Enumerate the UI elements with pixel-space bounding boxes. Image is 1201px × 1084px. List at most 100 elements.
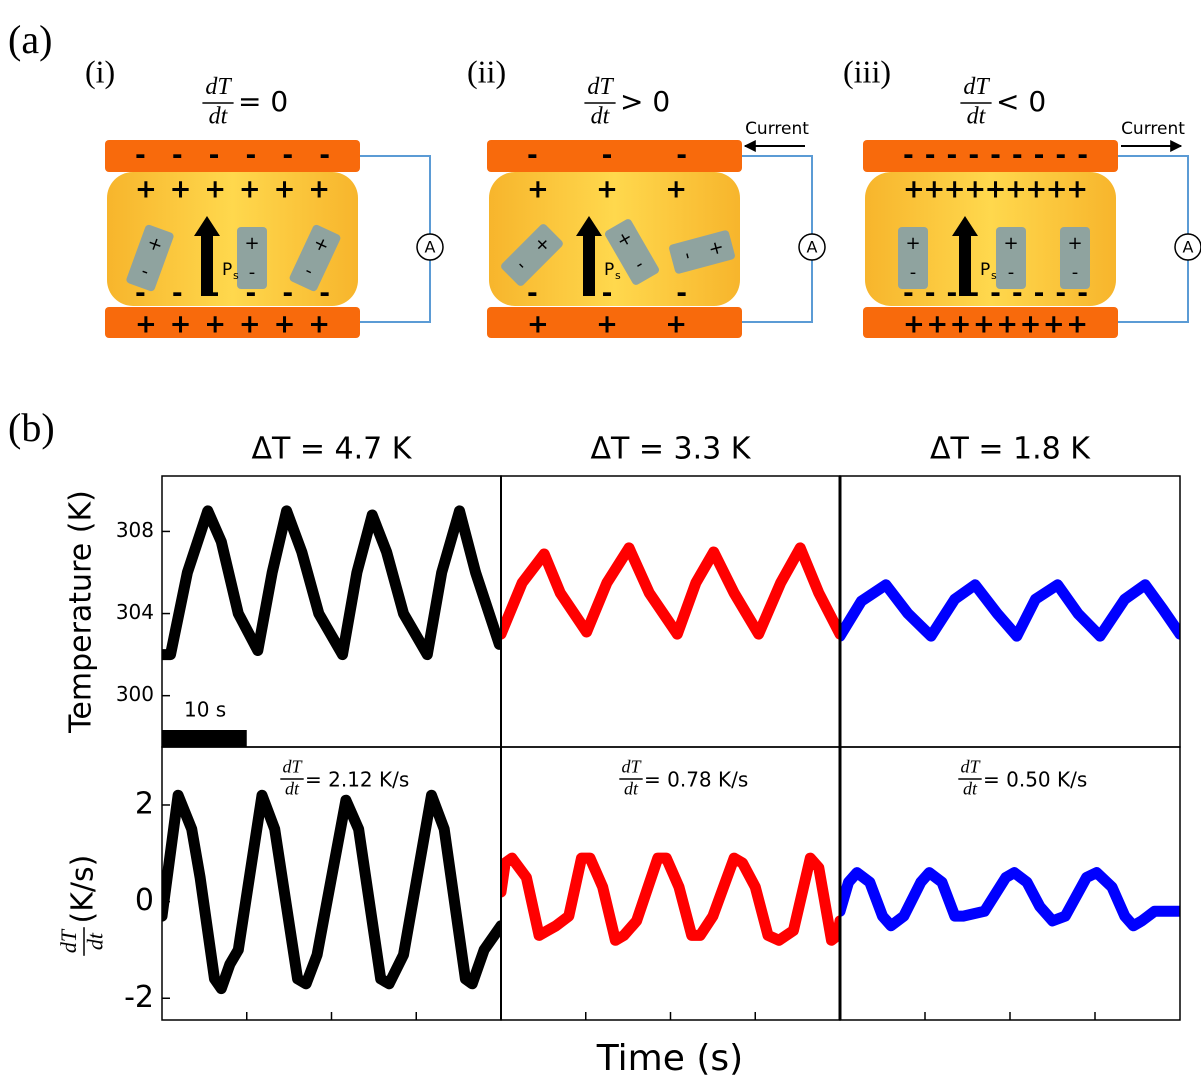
dipole-body (604, 219, 660, 285)
dipole-sign: + (1067, 233, 1082, 254)
dipole: +- (604, 219, 660, 285)
plot (162, 789, 501, 995)
dipole-body (669, 230, 735, 274)
current-label: Current (745, 119, 809, 139)
charges: + + + + + + + + (903, 310, 1088, 340)
y-axis-label: dT dt (K/s) (56, 855, 108, 956)
fraction-denominator: dt (963, 778, 978, 798)
polarization-arrow (576, 216, 602, 296)
plot (501, 542, 840, 640)
data-line (501, 852, 840, 946)
charges: - - - - - - - - - (903, 141, 1088, 171)
polarization-arrow (952, 216, 978, 296)
chart: ΔT = 4.7 K 300 304 308 Temperature (K) 10 s (64, 432, 502, 748)
dipole-body (898, 227, 928, 289)
panel-sublabel: (i) (85, 53, 115, 89)
dipole-sign: + (704, 238, 728, 258)
ammeter (798, 233, 826, 261)
dipole-body (289, 224, 341, 292)
fraction-numerator: dT (621, 756, 642, 776)
top-electrode (863, 140, 1118, 172)
chart-title: ΔT = 4.7 K (252, 432, 413, 467)
fraction-numerator: dT (56, 928, 81, 953)
dipole-body (996, 227, 1026, 289)
polarization-subscript: s (991, 269, 997, 282)
annotation: = 0.78 K/s (644, 768, 748, 792)
plot (501, 852, 840, 946)
dipole-sign: + (244, 233, 259, 254)
charges: + + + + + + + + + (903, 175, 1088, 205)
fraction-denominator: dt (624, 778, 639, 798)
dipole: +- (126, 224, 174, 292)
dipole: +- (996, 227, 1026, 289)
fraction-numerator: dT (282, 756, 303, 776)
fraction-denominator: dt (209, 103, 229, 129)
ammeter-label: A (425, 238, 436, 257)
y-tick-label: -2 (124, 980, 154, 1015)
dipole: +- (501, 224, 563, 286)
panel-sublabel: (iii) (843, 53, 891, 89)
y-tick-label: 304 (116, 600, 154, 624)
fraction-denominator: dt (967, 103, 987, 129)
y-axis-label: Temperature (K) (64, 490, 99, 734)
plot-frame (500, 475, 841, 748)
data-line (162, 789, 501, 995)
fraction-numerator: dT (960, 756, 981, 776)
polarization-symbol: P (222, 260, 232, 280)
y-tick-label: 308 (116, 518, 154, 542)
condition: > 0 (620, 85, 670, 118)
dipole-sign: + (1003, 233, 1018, 254)
fraction-denominator: dt (83, 932, 108, 950)
top-electrode (487, 140, 742, 172)
bottom-electrode (487, 307, 742, 338)
dipole-sign: - (1072, 262, 1079, 283)
chart: ΔT = 3.3 K (500, 432, 841, 748)
y-tick-label: 300 (116, 682, 154, 706)
dipole-body (1060, 227, 1090, 289)
dipole: +- (237, 227, 267, 289)
chart-title: ΔT = 1.8 K (930, 432, 1091, 467)
y-tick-label: 0 (135, 883, 154, 918)
fraction-numerator: dT (587, 74, 614, 100)
data-line (162, 505, 501, 661)
ammeter (416, 233, 444, 261)
scale-bar (162, 730, 247, 747)
dipole-sign: + (144, 232, 165, 257)
dipole-body (237, 227, 267, 289)
dipole-sign: - (249, 262, 256, 283)
annotation: = 2.12 K/s (305, 768, 409, 792)
y-label-text: (K/s) (66, 855, 101, 924)
bottom-electrode (863, 307, 1118, 338)
dipole-sign: - (910, 262, 917, 283)
x-axis-label: Time (s) (596, 1038, 743, 1079)
charges: + + + + + + (135, 310, 330, 340)
charges: - - - - - - - - - (903, 279, 1088, 309)
polarization-symbol: P (980, 260, 990, 280)
panel-label: (b) (8, 405, 55, 450)
data-line (840, 867, 1180, 932)
condition: = 0 (238, 85, 288, 118)
scale-bar-label: 10 s (184, 698, 226, 722)
plot (840, 867, 1180, 932)
plot (162, 505, 501, 661)
dipole-sign: + (905, 233, 920, 254)
y-label-text: Temperature (K) (64, 490, 99, 734)
fraction-numerator: dT (963, 74, 990, 100)
dipole: +- (1060, 227, 1090, 289)
panel-sublabel: (ii) (467, 53, 506, 89)
panel-label: (a) (8, 17, 52, 62)
dipole-sign: - (677, 250, 699, 262)
data-line (501, 542, 840, 640)
polarization-subscript: s (615, 269, 621, 282)
ammeter-label: A (807, 238, 818, 257)
dipole: +- (669, 230, 735, 274)
dipole-sign: - (1008, 262, 1015, 283)
plot-frame (839, 475, 1181, 748)
